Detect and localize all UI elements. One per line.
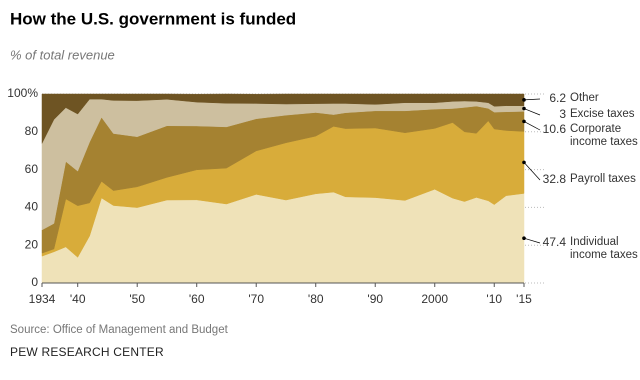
series-name: Corporate income taxes xyxy=(570,123,638,148)
label-leader xyxy=(523,121,541,131)
publisher: PEW RESEARCH CENTER xyxy=(10,345,164,359)
end-value-label: 3 xyxy=(559,107,566,121)
x-tick-label: '60 xyxy=(189,292,205,306)
y-tick-label: 100% xyxy=(7,86,38,100)
x-tick-label: '10 xyxy=(486,292,502,306)
x-tick-label: 2000 xyxy=(421,292,448,306)
label-leader xyxy=(523,98,541,101)
x-tick-label: '40 xyxy=(70,292,86,306)
end-value-label: 10.6 xyxy=(543,122,567,136)
label-dot xyxy=(522,106,526,111)
x-tick-label: '15 xyxy=(516,292,532,306)
series-name: Payroll taxes xyxy=(570,173,636,185)
area xyxy=(41,93,525,144)
y-tick-label: 80 xyxy=(25,124,39,138)
source: Source: Office of Management and Budget xyxy=(10,324,229,336)
series-name: Other xyxy=(570,92,599,104)
y-tick-label: 0 xyxy=(31,275,38,289)
x-tick-label: '80 xyxy=(308,292,324,306)
y-tick-label: 60 xyxy=(25,162,39,176)
series-name: Individual income taxes xyxy=(570,236,638,261)
x-tick-label: 1934 xyxy=(29,292,56,306)
end-value-label: 47.4 xyxy=(543,235,567,249)
end-value-label: 6.2 xyxy=(549,91,566,105)
y-tick-label: 20 xyxy=(25,237,39,251)
y-tick-label: 40 xyxy=(25,200,39,214)
label-leader xyxy=(523,162,541,181)
x-tick-label: '50 xyxy=(129,292,145,306)
chart-title: How the U.S. government is funded xyxy=(10,9,296,28)
chart-subtitle: % of total revenue xyxy=(10,47,115,62)
x-tick-label: '70 xyxy=(248,292,264,306)
end-value-label: 32.8 xyxy=(543,172,567,186)
label-leader xyxy=(523,108,541,116)
label-leader xyxy=(523,237,541,244)
series-name: Excise taxes xyxy=(570,108,635,120)
x-tick-label: '90 xyxy=(367,292,383,306)
